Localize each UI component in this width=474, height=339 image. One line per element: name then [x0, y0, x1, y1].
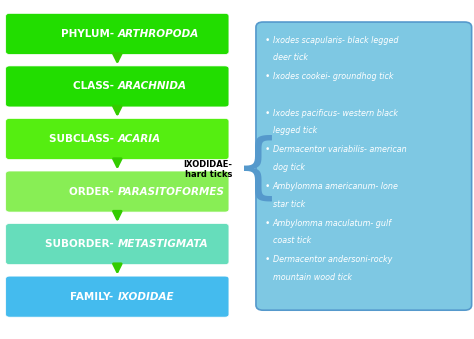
Text: Dermacentor andersoni-rocky: Dermacentor andersoni-rocky — [273, 255, 392, 264]
Text: IXODIDAE: IXODIDAE — [117, 292, 174, 302]
Text: deer tick: deer tick — [273, 53, 308, 62]
Text: SUBCLASS-: SUBCLASS- — [49, 134, 117, 144]
Text: Ixodes cookei- groundhog tick: Ixodes cookei- groundhog tick — [273, 72, 393, 81]
Text: •: • — [265, 182, 270, 191]
Text: ORDER-: ORDER- — [69, 186, 117, 197]
Text: •: • — [265, 219, 270, 228]
FancyBboxPatch shape — [6, 171, 229, 212]
Text: •: • — [265, 72, 270, 81]
Text: mountain wood tick: mountain wood tick — [273, 273, 352, 282]
Text: dog tick: dog tick — [273, 163, 305, 172]
FancyBboxPatch shape — [6, 224, 229, 264]
Text: {: { — [235, 135, 282, 204]
FancyBboxPatch shape — [6, 13, 229, 54]
Text: IXODIDAE-
hard ticks: IXODIDAE- hard ticks — [183, 160, 232, 179]
Text: star tick: star tick — [273, 200, 305, 209]
Text: •: • — [265, 145, 270, 155]
Text: •: • — [265, 255, 270, 264]
Text: •: • — [265, 36, 270, 45]
FancyBboxPatch shape — [6, 119, 229, 160]
Text: Ambylomma maculatum- gulf: Ambylomma maculatum- gulf — [273, 219, 392, 228]
FancyBboxPatch shape — [6, 66, 229, 107]
Text: Dermacentor variabilis- american: Dermacentor variabilis- american — [273, 145, 406, 155]
Text: Ixodes scapularis- black legged: Ixodes scapularis- black legged — [273, 36, 398, 45]
Text: ARTHROPODA: ARTHROPODA — [117, 29, 199, 39]
Text: METASTIGMATA: METASTIGMATA — [117, 239, 208, 249]
Text: Ambylomma americanum- lone: Ambylomma americanum- lone — [273, 182, 399, 191]
FancyBboxPatch shape — [256, 22, 472, 310]
Text: legged tick: legged tick — [273, 126, 317, 136]
Text: FAMILY-: FAMILY- — [71, 292, 117, 302]
Text: Ixodes pacificus- western black: Ixodes pacificus- western black — [273, 109, 398, 118]
Text: coast tick: coast tick — [273, 236, 311, 245]
Text: •: • — [265, 109, 270, 118]
Text: SUBORDER-: SUBORDER- — [45, 239, 117, 249]
Text: PARASITOFORMES: PARASITOFORMES — [117, 186, 224, 197]
Text: ACARIA: ACARIA — [117, 134, 160, 144]
FancyBboxPatch shape — [6, 276, 229, 317]
Text: PHYLUM-: PHYLUM- — [61, 29, 117, 39]
Text: ARACHNIDA: ARACHNIDA — [117, 81, 186, 92]
Text: CLASS-: CLASS- — [73, 81, 117, 92]
